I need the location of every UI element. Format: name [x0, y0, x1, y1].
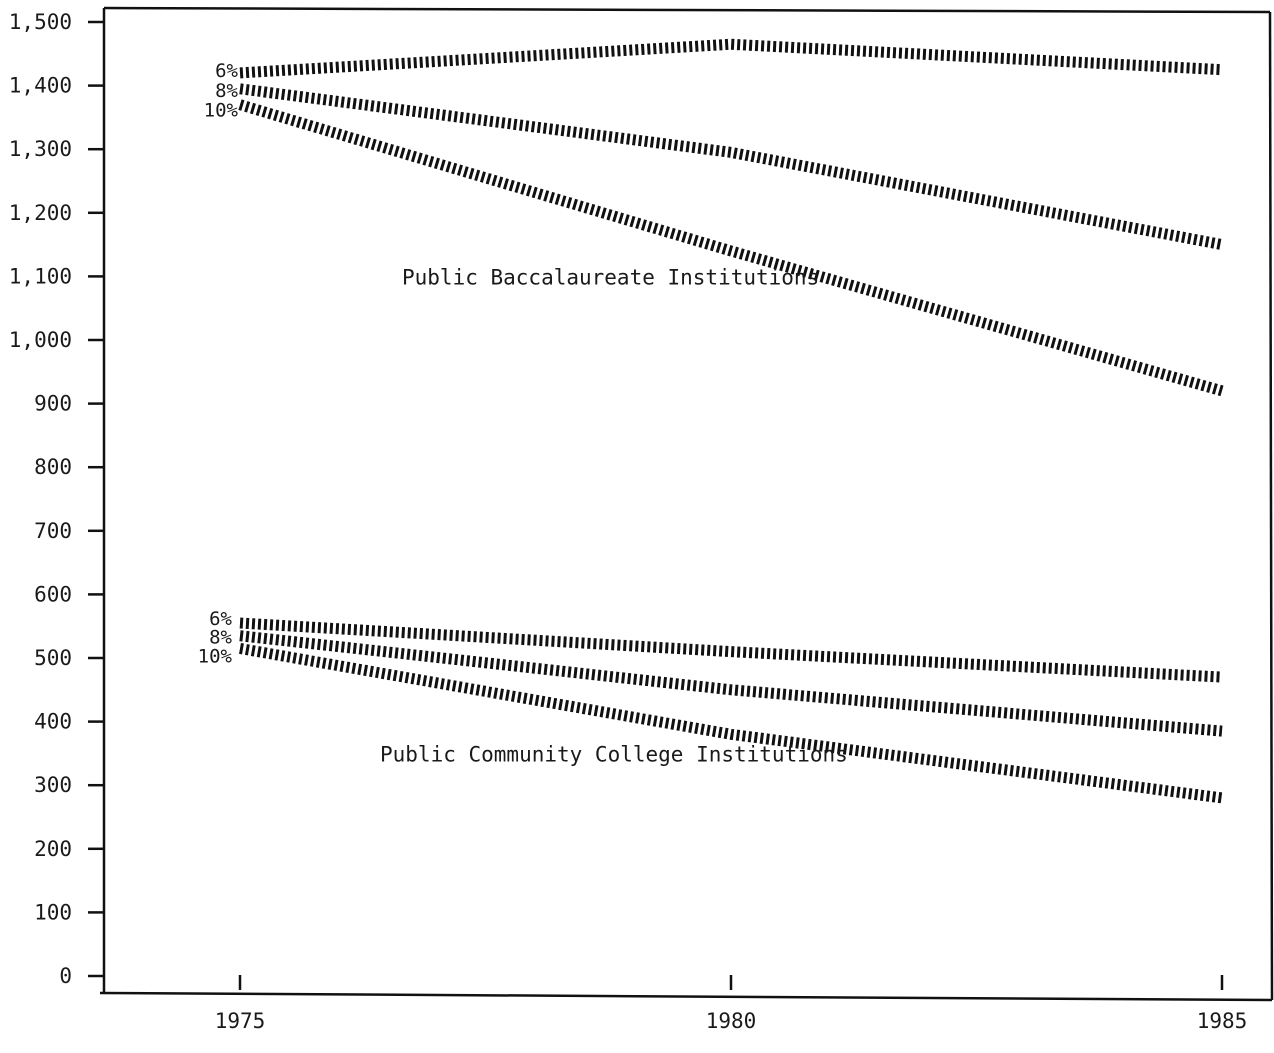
y-tick-label: 1,200 [9, 201, 72, 225]
series-label: 10% [204, 100, 239, 122]
series-line [239, 38, 1223, 79]
x-tick-label: 1985 [1197, 1009, 1248, 1033]
group-label: Public Baccalaureate Institutions [402, 265, 819, 289]
series-layer [238, 38, 1224, 804]
y-tick-label: 700 [34, 519, 72, 543]
plot-frame [99, 6, 1274, 1002]
series-line [239, 630, 1223, 737]
y-tick-label: 400 [34, 710, 72, 734]
y-tick-label: 1,300 [9, 137, 72, 161]
x-axis-line [99, 991, 1273, 1002]
y-tick-label: 1,100 [9, 264, 72, 288]
labels-layer: 6%8%10%6%8%10%Public Baccalaureate Insti… [198, 60, 848, 767]
series-line [239, 643, 1223, 804]
x-axis-ticks: 1975 1980 1985 [215, 975, 1248, 1033]
y-tick-label: 600 [34, 582, 72, 606]
group-label: Public Community College Institutions [380, 742, 848, 766]
series-label: 8% [215, 80, 238, 102]
y-tick-label: 800 [34, 455, 72, 479]
series-label: 8% [209, 627, 232, 649]
y-tick-label: 1,500 [9, 10, 72, 34]
right-border-line [1268, 11, 1274, 1001]
y-axis-ticks: 0 100 200 300 400 500 600 700 800 900 1,000 1,100 1,… [9, 10, 104, 988]
y-tick-label: 1,000 [9, 328, 72, 352]
y-tick-label: 1,400 [9, 74, 72, 98]
series-line [239, 617, 1223, 683]
series-label: 6% [215, 60, 238, 82]
y-tick-label: 200 [34, 837, 72, 861]
series-line [238, 99, 1224, 397]
x-tick-label: 1980 [706, 1009, 757, 1033]
series-label: 6% [209, 608, 232, 630]
series-line [239, 83, 1224, 251]
y-tick-label: 900 [34, 392, 72, 416]
y-tick-label: 300 [34, 773, 72, 797]
top-border-line [103, 6, 1271, 14]
x-tick-label: 1975 [215, 1009, 266, 1033]
y-tick-label: 100 [34, 900, 72, 924]
y-tick-label: 0 [59, 964, 72, 988]
y-tick-label: 500 [34, 646, 72, 670]
series-label: 10% [198, 645, 233, 667]
